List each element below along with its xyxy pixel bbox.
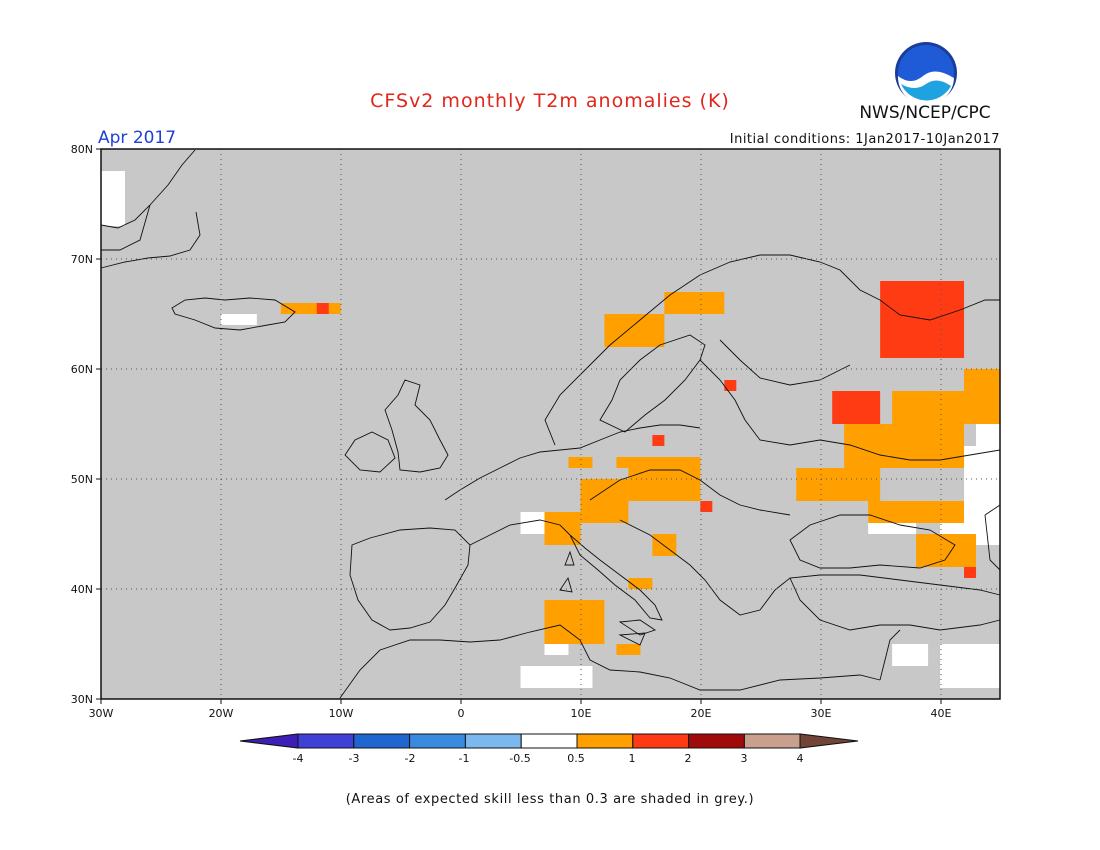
warm-anomaly-cell [544,600,605,644]
lon-tick-label: 30W [89,707,114,720]
lon-tick-label: 20E [691,707,712,720]
agency-label: NWS/NCEP/CPC [859,103,991,123]
gridlines [101,149,1000,699]
warm-anomaly-cell [868,501,965,523]
warm-anomaly-cell [880,281,965,358]
lon-tick-label: 30E [811,707,832,720]
lat-tick-label: 40N [71,583,93,596]
lon-tick-label: 0 [458,707,465,720]
colorbar-label: -2 [405,752,416,765]
map-title: CFSv2 monthly T2m anomalies (K) [370,90,730,112]
colorbar-label: 3 [741,752,748,765]
warm-anomaly-cell [892,391,965,424]
colorbar-label: 4 [797,752,804,765]
anomaly-map: 80N 70N 60N 50N 40N 30N 30W 20W 10W 0 10… [71,143,1001,720]
map-frame [100,148,1001,700]
colorbar-swatch [353,733,411,749]
colorbar-label: 0.5 [567,752,585,765]
warm-anomaly-cell [616,644,641,655]
warm-anomaly-cell [580,479,629,523]
warm-anomaly-cell [568,457,593,468]
neutral-anomaly-cell [976,424,1000,446]
colorbar-label: -3 [349,752,360,765]
lon-tick-label: 10E [571,707,592,720]
colorbar-swatch [520,733,578,749]
warm-anomaly-cell [616,457,629,468]
lon-tick-label: 10W [329,707,354,720]
lon-tick-label: 40E [931,707,952,720]
lat-tick-label: 30N [71,693,93,706]
warm-anomaly-cell [796,468,881,501]
colorbar-swatch [632,733,690,749]
coastlines [100,149,1001,699]
colorbar-arrow-low [239,733,299,749]
warm-anomaly-cell [316,303,329,314]
colorbar-label: -1 [459,752,470,765]
lat-tick-label: 80N [71,143,93,156]
warm-anomaly-cell [964,567,977,578]
lat-tick-label: 50N [71,473,93,486]
warm-anomaly-cell [544,512,581,545]
colorbar-label: -4 [293,752,304,765]
initial-conditions: Initial conditions: 1Jan2017-10Jan2017 [729,132,1000,147]
warm-anomaly-cell [628,578,653,589]
axis-ticks [96,148,942,704]
neutral-anomaly-cell [520,666,593,688]
warm-anomaly-cell [628,457,701,501]
colorbar-swatch [688,733,745,749]
warm-anomaly-cell [652,534,677,556]
warm-anomaly-cell [832,391,881,424]
colorbar-swatch [576,733,634,749]
warm-anomaly-cell [652,435,665,446]
warm-anomaly-cell [844,424,965,468]
lon-tick-label: 20W [209,707,234,720]
anomaly-cells [280,281,1000,655]
warm-anomaly-cell [280,303,341,314]
colorbar-label: 1 [629,752,636,765]
forecast-month: Apr 2017 [98,128,177,148]
warm-anomaly-cell [724,380,737,391]
colorbar-swatch [409,733,466,749]
lat-tick-label: 70N [71,253,93,266]
neutral-anomaly-cell [892,644,929,666]
warm-anomaly-cell [916,534,977,567]
warm-anomaly-cell [964,369,1000,424]
colorbar-label: 2 [685,752,692,765]
colorbar-swatch [297,733,355,749]
colorbar-arrow-high [799,733,859,749]
neutral-anomaly-cell [220,314,257,325]
colorbar: -4 -3 -2 -1 -0.5 0.5 1 2 3 4 [239,733,859,765]
colorbar-swatch [743,733,801,749]
warm-anomaly-cell [664,292,725,314]
neutral-anomaly-cell [964,446,1000,501]
neutral-anomaly-cell [101,171,125,226]
skill-footnote: (Areas of expected skill less than 0.3 a… [345,792,755,807]
noaa-logo [895,42,957,106]
warm-anomaly-cell [700,501,713,512]
lat-tick-label: 60N [71,363,93,376]
colorbar-swatch [464,733,522,749]
neutral-anomaly-cell [940,644,1000,688]
colorbar-label: -0.5 [509,752,530,765]
colorbar-boxes [297,733,801,749]
